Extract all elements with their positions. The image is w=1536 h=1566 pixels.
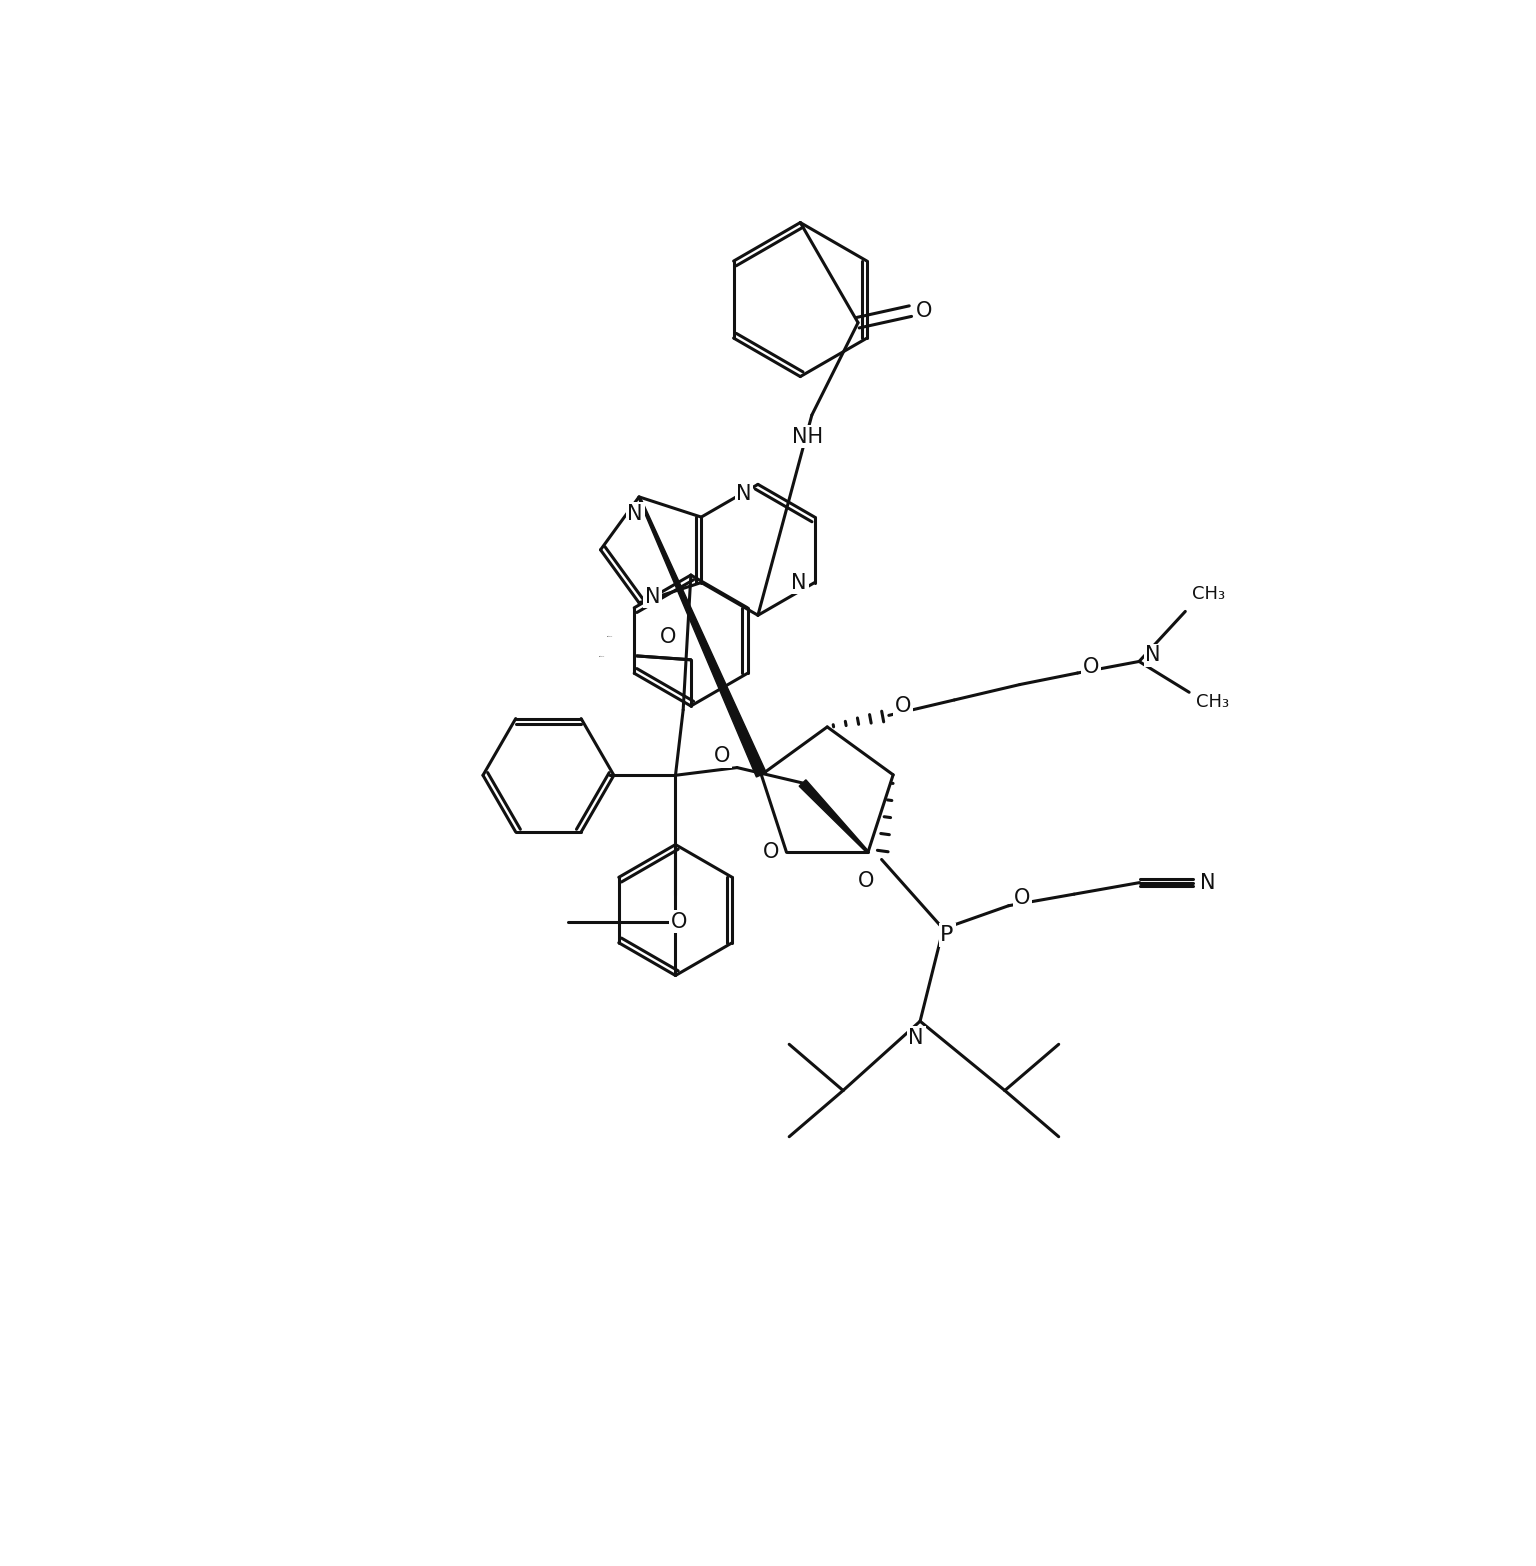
- Text: O: O: [763, 843, 779, 863]
- Text: N: N: [627, 504, 644, 523]
- Text: N: N: [736, 484, 751, 504]
- Text: O: O: [1083, 656, 1100, 677]
- Text: O: O: [671, 911, 688, 932]
- Text: NH: NH: [793, 426, 823, 446]
- Text: N: N: [791, 573, 806, 592]
- Text: O: O: [659, 626, 676, 647]
- Text: CH₃: CH₃: [1192, 586, 1224, 603]
- Text: O: O: [894, 697, 911, 716]
- Text: O: O: [859, 871, 874, 891]
- Text: N: N: [908, 1029, 925, 1048]
- Polygon shape: [637, 496, 766, 777]
- Text: CH₃: CH₃: [1195, 692, 1229, 711]
- Text: O: O: [1014, 888, 1031, 908]
- Text: O: O: [915, 301, 932, 321]
- Text: N: N: [1200, 872, 1215, 893]
- Text: N: N: [1146, 645, 1161, 666]
- Text: P: P: [940, 926, 954, 944]
- Text: N: N: [645, 587, 660, 606]
- Polygon shape: [799, 780, 869, 853]
- Text: O: O: [714, 745, 730, 766]
